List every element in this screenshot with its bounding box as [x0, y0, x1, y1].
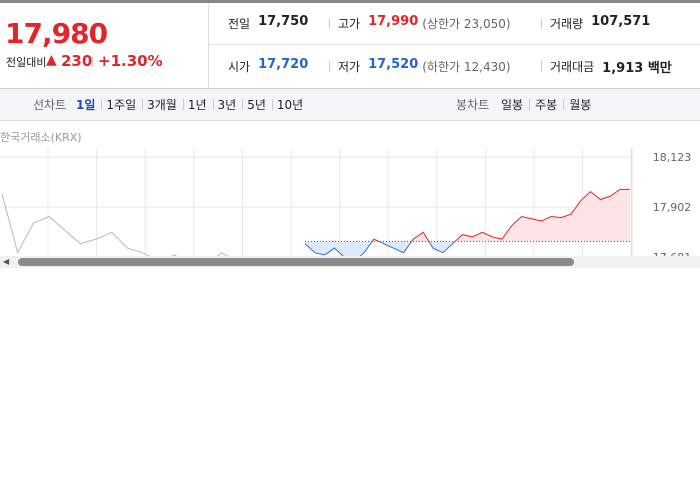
stat-label: 시가: [228, 60, 251, 74]
divider: [209, 44, 700, 45]
divider: [208, 3, 209, 88]
sep: [541, 18, 542, 29]
y-tick-label: 18,123: [653, 151, 692, 164]
area-down: [305, 241, 630, 256]
stat-value: 17,990: [368, 14, 419, 29]
sep: [529, 99, 531, 110]
tab[interactable]: 일봉: [501, 98, 524, 112]
tab[interactable]: 1주일: [106, 98, 137, 112]
sep: [329, 18, 330, 29]
sep: [563, 99, 565, 110]
stat-label: 거래대금: [550, 60, 595, 74]
scroll-thumb[interactable]: [18, 258, 574, 266]
stat-label: 전일: [228, 17, 251, 31]
tab[interactable]: 1일: [76, 98, 96, 112]
stat-value: 17,520: [368, 57, 419, 72]
sep: [541, 61, 542, 72]
tab[interactable]: 5년: [247, 98, 266, 112]
tab[interactable]: 월봉: [569, 98, 592, 112]
up-arrow: ▲: [46, 52, 57, 68]
chart: 한국거래소(KRX) 18,123 17,902 17,681: [0, 131, 692, 256]
stat-note: (하한가 12,430): [422, 60, 511, 74]
stat-value: 17,720: [258, 57, 309, 72]
sep: [92, 56, 93, 67]
tab[interactable]: 주봉: [535, 98, 558, 112]
stat-value: 107,571: [591, 14, 651, 29]
source: 한국거래소(KRX): [0, 131, 82, 144]
price: 17,980: [5, 17, 108, 50]
line-up: [371, 188, 630, 242]
sep: [142, 99, 144, 110]
top-border: [0, 0, 700, 3]
change: 230: [61, 52, 93, 70]
stat-label: 거래량: [550, 17, 584, 31]
stat-label: 저가: [338, 60, 361, 74]
tab[interactable]: 3년: [217, 98, 237, 112]
stat-value: 1,913 백만: [602, 61, 672, 76]
scroll-left[interactable]: ◀: [3, 257, 10, 266]
change-rate: +1.30%: [98, 52, 163, 70]
sep: [101, 99, 103, 110]
sep: [271, 99, 273, 110]
tab-bar: [0, 88, 700, 121]
tab-title: 봉차트: [456, 98, 490, 112]
y-tick-label: 17,902: [653, 201, 692, 214]
previous-line: [1, 193, 229, 256]
stat-value: 17,750: [258, 14, 309, 29]
change-label: 전일대비: [6, 56, 47, 69]
tab[interactable]: 3개월: [147, 98, 177, 112]
sep: [182, 99, 184, 110]
tab[interactable]: 1년: [187, 98, 207, 112]
area-up: [305, 189, 630, 242]
sep: [212, 99, 214, 110]
sep: [329, 61, 330, 72]
stat-note: (상한가 23,050): [422, 17, 511, 31]
tab[interactable]: 10년: [276, 98, 304, 112]
tab-title: 선차트: [33, 98, 67, 112]
sep: [242, 99, 244, 110]
stat-label: 고가: [338, 17, 361, 31]
y-tick-label: 17,681: [653, 251, 692, 256]
